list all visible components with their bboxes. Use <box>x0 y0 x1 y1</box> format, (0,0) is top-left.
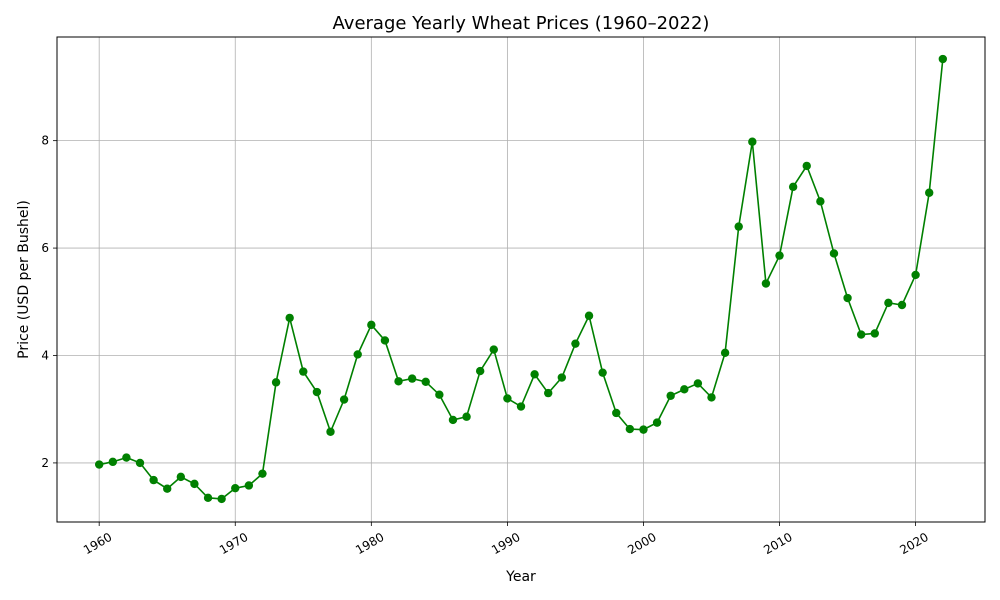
x-tick-label: 2000 <box>625 530 658 557</box>
data-point <box>407 374 417 383</box>
data-point <box>244 481 254 490</box>
data-point <box>285 313 294 323</box>
x-tick-label: 1960 <box>81 530 114 557</box>
y-tick-label: 6 <box>41 241 49 255</box>
plot-frame <box>56 36 986 523</box>
data-point <box>271 378 281 387</box>
data-point <box>258 469 267 478</box>
data-point <box>135 458 145 468</box>
data-point <box>94 460 104 469</box>
data-point <box>612 408 621 418</box>
data-point <box>584 311 594 320</box>
data-point <box>598 368 607 377</box>
x-tick-label: 2020 <box>897 530 930 557</box>
data-point <box>557 373 567 382</box>
chart-title: Average Yearly Wheat Prices (1960–2022) <box>333 13 710 34</box>
data-point <box>462 412 471 421</box>
axis-layer: 1960 1970 1980 1990 2000 2010 2020 2 4 6 8 <box>41 134 930 558</box>
data-point <box>639 425 648 434</box>
data-point <box>680 385 689 394</box>
data-point <box>421 377 430 387</box>
data-point <box>652 418 662 427</box>
x-tick-label: 1980 <box>353 530 386 557</box>
data-point <box>503 394 512 403</box>
y-tick-label: 2 <box>41 456 49 470</box>
data-point <box>475 366 485 376</box>
data-point <box>339 395 349 404</box>
data-point <box>489 345 498 354</box>
data-point <box>884 298 893 308</box>
data-point <box>231 483 240 493</box>
data-point <box>734 222 743 231</box>
grid-layer <box>57 37 985 522</box>
data-point <box>788 182 798 192</box>
data-point <box>897 300 907 310</box>
y-tick-label: 4 <box>41 348 49 362</box>
data-point <box>802 161 811 171</box>
data-point <box>190 479 199 489</box>
data-point <box>217 494 226 504</box>
data-point <box>530 370 539 379</box>
data-point <box>720 348 730 358</box>
data-point <box>911 270 920 280</box>
data-point <box>625 424 635 434</box>
data-point <box>829 249 839 258</box>
data-point <box>544 388 553 398</box>
data-point <box>448 415 458 425</box>
data-point <box>299 367 308 376</box>
x-tick-label: 1990 <box>489 530 522 557</box>
data-point <box>312 387 322 397</box>
x-tick-label: 1970 <box>217 530 250 557</box>
data-point <box>707 393 716 402</box>
data-point <box>666 391 675 400</box>
data-point <box>870 329 879 338</box>
data-point <box>761 279 771 288</box>
x-tick-label: 2010 <box>761 530 794 557</box>
data-point <box>176 472 186 482</box>
data-point <box>856 330 866 339</box>
data-point <box>149 475 158 485</box>
y-axis-label: Price (USD per Bushel) <box>16 200 32 359</box>
data-point <box>122 453 131 462</box>
data-point <box>571 339 580 348</box>
data-point <box>380 336 390 345</box>
y-tick-label: 8 <box>41 134 49 148</box>
data-point <box>435 390 444 399</box>
data-point <box>353 350 362 359</box>
data-point <box>775 251 784 260</box>
data-point <box>843 293 852 303</box>
data-point <box>693 379 703 388</box>
data-point <box>203 493 213 503</box>
data-point <box>516 402 526 411</box>
data-point <box>748 137 757 146</box>
data-point <box>367 320 376 330</box>
price-series-line <box>99 58 944 500</box>
x-axis-label: Year <box>505 569 536 585</box>
data-point <box>816 197 825 206</box>
series-layer <box>94 54 948 504</box>
data-point <box>163 484 172 493</box>
data-point <box>938 54 948 64</box>
data-point <box>925 188 934 197</box>
data-point <box>394 377 403 386</box>
data-point <box>326 427 335 436</box>
data-point <box>108 457 117 467</box>
